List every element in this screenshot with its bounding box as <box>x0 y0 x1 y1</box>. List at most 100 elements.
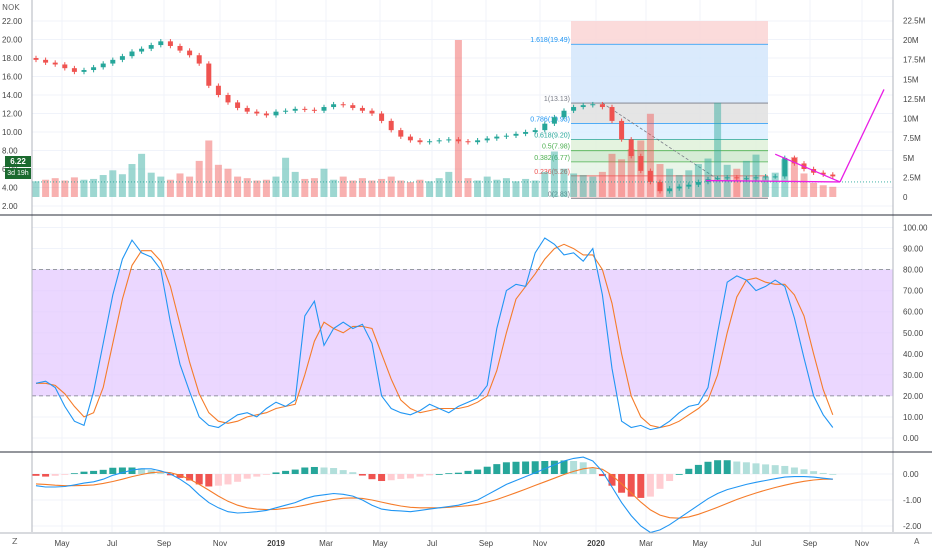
macd-line <box>35 456 833 534</box>
volume-bar <box>608 153 616 197</box>
candle-body <box>398 130 404 137</box>
volume-bar <box>262 179 270 197</box>
macd-histogram-bar <box>445 473 453 475</box>
macd-histogram-bar <box>214 474 222 486</box>
volume-bar <box>406 182 414 197</box>
candle-body <box>657 181 663 192</box>
stoch-tick-label: 80.00 <box>903 266 924 275</box>
macd-histogram-bar <box>99 469 107 474</box>
volume-bar <box>618 159 626 197</box>
volume-tick-label: 10M <box>903 115 919 124</box>
volume-bar <box>714 102 722 197</box>
macd-histogram-bar <box>234 474 242 482</box>
fib-level-label: 0.5(7.98) <box>542 144 570 151</box>
macd-histogram-bar <box>61 474 69 475</box>
candle-body <box>167 41 173 46</box>
macd-histogram-bar <box>493 464 501 474</box>
candle-body <box>177 45 183 51</box>
macd-histogram-bar <box>330 468 338 474</box>
volume-bar <box>118 174 126 197</box>
macd-histogram-bar <box>752 463 760 474</box>
macd-histogram-bar <box>733 461 741 474</box>
candle-body <box>599 104 605 108</box>
candle-body <box>379 113 385 121</box>
macd-histogram-bar <box>32 474 40 476</box>
macd-histogram-bar <box>531 461 539 474</box>
volume-bar <box>771 172 779 197</box>
volume-bar <box>464 178 472 197</box>
candle-body <box>43 59 49 63</box>
fib-level-label: 0(2.83) <box>548 191 570 198</box>
volume-bar <box>224 168 232 197</box>
candle-body <box>791 157 797 164</box>
candle-body <box>187 50 193 56</box>
volume-bar <box>733 168 741 197</box>
fib-band <box>571 44 768 104</box>
macd-histogram-bar <box>675 474 683 475</box>
macd-histogram-bar <box>464 470 472 474</box>
macd-histogram-bar <box>253 474 261 477</box>
candle-body <box>119 56 125 60</box>
time-tick-label: Mar <box>639 539 653 548</box>
macd-histogram-bar <box>90 470 98 474</box>
candle-body <box>225 95 231 103</box>
candle-body <box>782 157 788 177</box>
volume-bar <box>646 113 654 197</box>
candle-body <box>647 170 653 182</box>
volume-bar <box>339 176 347 197</box>
auto-scale-toggle[interactable]: A <box>914 537 920 546</box>
axis-labels: 22.0020.0018.0016.0014.0012.0010.008.006… <box>2 16 928 548</box>
macd-histogram-bar <box>310 466 318 474</box>
fib-band <box>571 150 768 162</box>
time-tick-label: May <box>692 539 707 548</box>
volume-bar <box>99 175 107 197</box>
candle-body <box>494 136 500 139</box>
candle-body <box>407 136 413 141</box>
stoch-tick-label: 20.00 <box>903 392 924 401</box>
volume-bar <box>51 178 59 197</box>
price-tick-label: 22.00 <box>2 17 23 26</box>
volume-bar <box>157 176 165 197</box>
volume-bar <box>214 164 222 197</box>
volume-bar <box>474 180 482 197</box>
volume-bar <box>666 168 674 197</box>
candle-body <box>753 177 759 179</box>
price-tick-label: 10.00 <box>2 128 23 137</box>
candle-body <box>100 63 106 68</box>
candle-body <box>350 105 356 108</box>
candle-body <box>263 113 269 116</box>
volume-tick-label: 22.5M <box>903 16 926 25</box>
candle-body <box>273 111 279 116</box>
stoch-tick-label: 90.00 <box>903 245 924 254</box>
macd-histogram-bar <box>714 460 722 474</box>
macd-histogram-bar <box>694 464 702 474</box>
candle-body <box>196 55 202 64</box>
volume-bar <box>435 178 443 197</box>
timezone-toggle[interactable]: Z <box>12 537 18 546</box>
candle-body <box>609 107 615 121</box>
volume-bar <box>819 185 827 197</box>
macd-histogram-bar <box>483 466 491 474</box>
candle-body <box>619 120 625 140</box>
candle-body <box>724 177 730 179</box>
macd-histogram-bar <box>781 465 789 474</box>
volume-bar <box>445 171 453 197</box>
time-tick-label: Nov <box>855 539 869 548</box>
volume-bar <box>493 179 501 197</box>
volume-bar <box>570 173 578 197</box>
stoch-tick-label: 70.00 <box>903 287 924 296</box>
time-tick-label: May <box>372 539 387 548</box>
price-tick-label: 2.00 <box>2 202 18 211</box>
candle-body <box>62 64 68 69</box>
macd-histogram-bar <box>800 469 808 474</box>
macd-histogram-bar <box>522 461 530 474</box>
fibonacci-extension: 1.618(19.49) 1(13.13) 0.786(10.93) 0.618(9.… <box>530 21 768 199</box>
candle-body <box>542 123 548 131</box>
volume-bar <box>205 140 213 197</box>
macd-histogram-bar <box>320 467 328 474</box>
price-tick-label: 4.00 <box>2 184 18 193</box>
candle-body <box>446 139 452 141</box>
trendline-drawings[interactable] <box>705 89 885 183</box>
fib-band <box>571 123 768 140</box>
